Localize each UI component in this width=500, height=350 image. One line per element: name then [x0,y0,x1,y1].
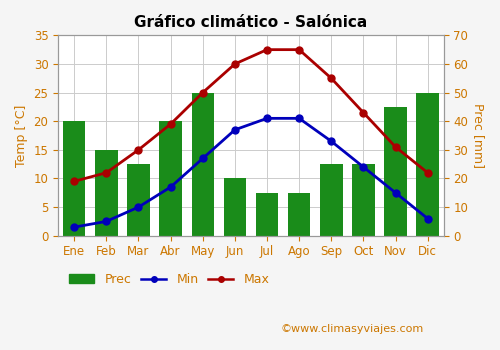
Bar [288,193,310,236]
Bar [384,107,407,236]
Bar [256,193,278,236]
Y-axis label: Prec [mm]: Prec [mm] [472,103,485,168]
Text: ©www.climasyviajes.com: ©www.climasyviajes.com [280,324,423,334]
Title: Gráfico climático - Salónica: Gráfico climático - Salónica [134,15,368,30]
Bar [127,164,150,236]
Bar [160,121,182,236]
Bar [63,121,86,236]
Y-axis label: Temp [°C]: Temp [°C] [15,104,28,167]
Bar [224,178,246,236]
Legend: Prec, Min, Max: Prec, Min, Max [64,268,274,291]
Bar [95,150,118,236]
Bar [416,93,439,236]
Bar [352,164,374,236]
Bar [192,93,214,236]
Bar [320,164,342,236]
